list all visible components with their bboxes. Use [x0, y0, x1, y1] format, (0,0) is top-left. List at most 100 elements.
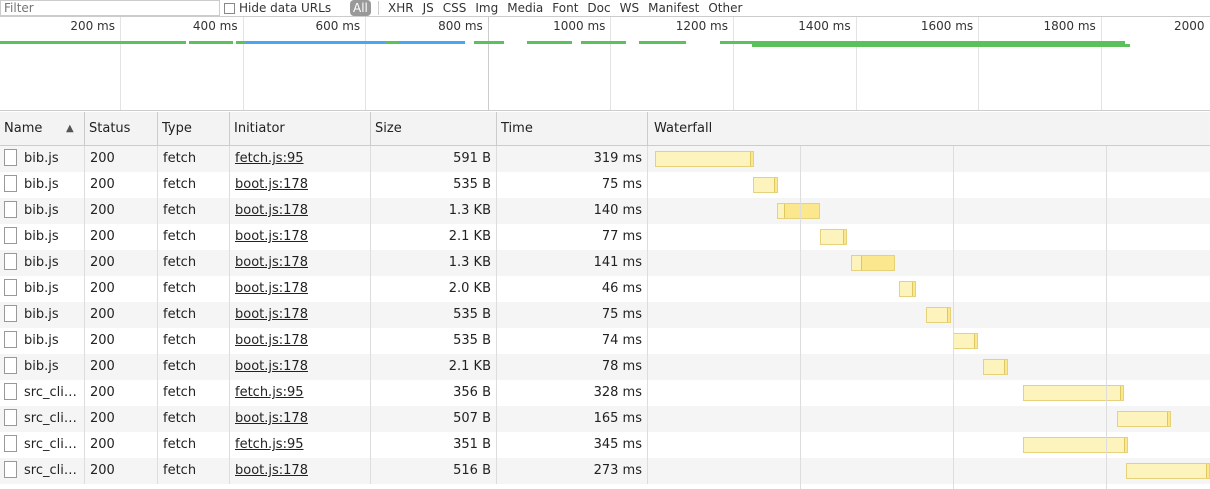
table-row[interactable]: src_cli… 200 fetch fetch.js:95 356 B 328… — [0, 380, 1210, 406]
initiator-link[interactable]: boot.js:178 — [235, 333, 308, 348]
cell-time: 74 ms — [497, 328, 648, 354]
table-row[interactable]: src_cli… 200 fetch boot.js:178 507 B 165… — [0, 406, 1210, 432]
file-icon — [4, 434, 17, 452]
cell-size: 351 B — [371, 432, 497, 458]
filter-type-manifest[interactable]: Manifest — [648, 1, 700, 15]
waterfall-bar[interactable] — [926, 307, 951, 323]
cell-type: fetch — [158, 250, 230, 276]
cell-size: 535 B — [371, 328, 497, 354]
waterfall-bar[interactable] — [953, 333, 978, 349]
initiator-link[interactable]: boot.js:178 — [235, 177, 308, 192]
filter-input[interactable] — [0, 0, 220, 16]
cell-time: 75 ms — [497, 172, 648, 198]
cell-name: bib.js — [0, 250, 85, 276]
cell-size: 507 B — [371, 406, 497, 432]
column-time[interactable]: Time — [497, 112, 648, 146]
cell-status: 200 — [85, 172, 158, 198]
filter-type-ws[interactable]: WS — [619, 1, 640, 15]
cell-name: bib.js — [0, 354, 85, 380]
cell-initiator: boot.js:178 — [230, 250, 371, 276]
table-row[interactable]: bib.js 200 fetch boot.js:178 1.3 KB 140 … — [0, 198, 1210, 224]
file-icon — [4, 330, 17, 348]
cell-waterfall — [648, 354, 1210, 380]
table-row[interactable]: bib.js 200 fetch boot.js:178 2.1 KB 77 m… — [0, 224, 1210, 250]
waterfall-download-segment — [1124, 438, 1127, 452]
table-row[interactable]: bib.js 200 fetch boot.js:178 2.0 KB 46 m… — [0, 276, 1210, 302]
column-waterfall[interactable]: Waterfall — [654, 121, 713, 136]
column-name[interactable]: Name ▲ — [0, 112, 85, 146]
initiator-link[interactable]: boot.js:178 — [235, 229, 308, 244]
waterfall-bar[interactable] — [1126, 463, 1210, 479]
initiator-link[interactable]: boot.js:178 — [235, 411, 308, 426]
column-type[interactable]: Type — [158, 112, 230, 146]
initiator-link[interactable]: fetch.js:95 — [235, 437, 304, 452]
initiator-link[interactable]: boot.js:178 — [235, 255, 308, 270]
initiator-link[interactable]: boot.js:178 — [235, 307, 308, 322]
request-name: src_cli… — [24, 411, 77, 426]
table-row[interactable]: bib.js 200 fetch boot.js:178 535 B 74 ms — [0, 328, 1210, 354]
checkbox-icon[interactable] — [224, 3, 235, 14]
column-initiator[interactable]: Initiator — [230, 112, 371, 146]
overview-tick-label: 1200 ms — [675, 19, 728, 33]
overview-gridline — [733, 17, 734, 110]
table-row[interactable]: bib.js 200 fetch boot.js:178 1.3 KB 141 … — [0, 250, 1210, 276]
cell-status: 200 — [85, 458, 158, 484]
filter-type-js[interactable]: JS — [422, 1, 434, 15]
filter-type-font[interactable]: Font — [552, 1, 579, 15]
cell-type: fetch — [158, 458, 230, 484]
waterfall-bar[interactable] — [1023, 437, 1128, 453]
table-row[interactable]: src_cli… 200 fetch boot.js:178 516 B 273… — [0, 458, 1210, 484]
table-row[interactable]: bib.js 200 fetch boot.js:178 2.1 KB 78 m… — [0, 354, 1210, 380]
table-body: bib.js 200 fetch fetch.js:95 591 B 319 m… — [0, 146, 1210, 484]
overview-request-segment — [382, 41, 399, 44]
waterfall-bar[interactable] — [899, 281, 916, 297]
filter-all-button[interactable]: All — [350, 0, 371, 16]
hide-data-urls-label: Hide data URLs — [239, 1, 332, 15]
table-row[interactable]: bib.js 200 fetch boot.js:178 535 B 75 ms — [0, 302, 1210, 328]
filter-type-doc[interactable]: Doc — [587, 1, 611, 15]
cell-name: src_cli… — [0, 380, 85, 406]
request-name: bib.js — [24, 307, 59, 322]
request-name: src_cli… — [24, 463, 77, 478]
initiator-link[interactable]: boot.js:178 — [235, 281, 308, 296]
filter-type-other[interactable]: Other — [708, 1, 743, 15]
filter-type-img[interactable]: Img — [475, 1, 499, 15]
hide-data-urls-checkbox[interactable]: Hide data URLs — [224, 0, 331, 16]
table-row[interactable]: bib.js 200 fetch boot.js:178 535 B 75 ms — [0, 172, 1210, 198]
filter-type-css[interactable]: CSS — [442, 1, 467, 15]
waterfall-bar[interactable] — [655, 151, 754, 167]
column-size[interactable]: Size — [371, 112, 497, 146]
cell-type: fetch — [158, 328, 230, 354]
initiator-link[interactable]: fetch.js:95 — [235, 151, 304, 166]
overview-request-segment — [235, 41, 255, 44]
timeline-overview[interactable]: 200 ms 400 ms 600 ms 800 ms 1000 ms 1200 ms 14… — [0, 17, 1210, 111]
cell-initiator: boot.js:178 — [230, 354, 371, 380]
cell-name: bib.js — [0, 276, 85, 302]
waterfall-bar[interactable] — [1117, 411, 1171, 427]
waterfall-bar[interactable] — [777, 203, 820, 219]
overview-tick-label: 400 ms — [192, 19, 238, 33]
request-name: src_cli… — [24, 385, 77, 400]
filter-type-media[interactable]: Media — [507, 1, 544, 15]
table-row[interactable]: bib.js 200 fetch fetch.js:95 591 B 319 m… — [0, 146, 1210, 172]
waterfall-bar[interactable] — [820, 229, 847, 245]
file-icon — [4, 278, 17, 296]
cell-time: 77 ms — [497, 224, 648, 250]
cell-name: bib.js — [0, 172, 85, 198]
filter-type-xhr[interactable]: XHR — [388, 1, 414, 15]
request-name: bib.js — [24, 203, 59, 218]
cell-status: 200 — [85, 380, 158, 406]
initiator-link[interactable]: boot.js:178 — [235, 359, 308, 374]
waterfall-bar[interactable] — [851, 255, 895, 271]
initiator-link[interactable]: boot.js:178 — [235, 463, 308, 478]
initiator-link[interactable]: fetch.js:95 — [235, 385, 304, 400]
initiator-link[interactable]: boot.js:178 — [235, 203, 308, 218]
waterfall-bar[interactable] — [1023, 385, 1124, 401]
waterfall-bar[interactable] — [753, 177, 778, 193]
waterfall-bar[interactable] — [983, 359, 1008, 375]
table-row[interactable]: src_cli… 200 fetch fetch.js:95 351 B 345… — [0, 432, 1210, 458]
column-status[interactable]: Status — [85, 112, 158, 146]
waterfall-download-segment — [912, 282, 915, 296]
cell-time: 75 ms — [497, 302, 648, 328]
overview-request-segment — [474, 41, 504, 44]
